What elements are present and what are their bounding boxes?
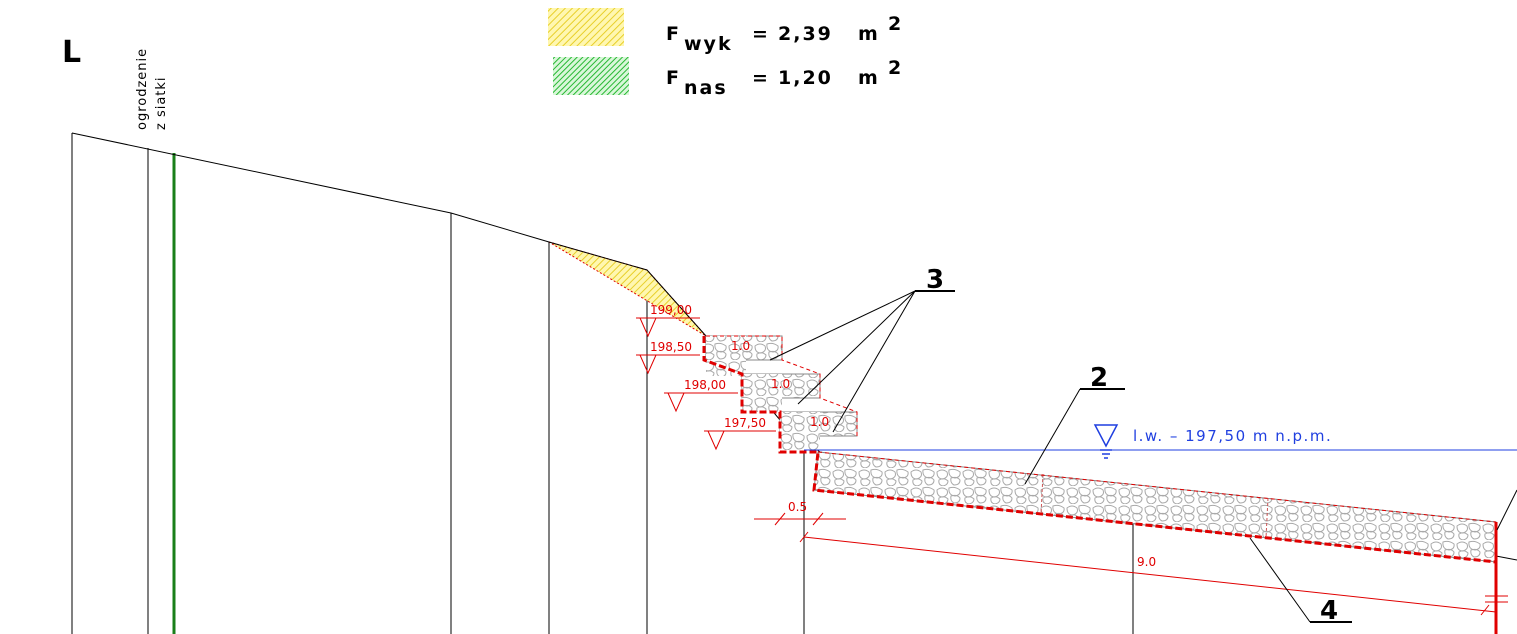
callout-toe: 4 xyxy=(1320,596,1338,626)
elevation-mark-1: 199,00 xyxy=(636,303,700,338)
elevation-mark-3: 198,00 xyxy=(664,378,738,413)
dimension-offset xyxy=(754,512,846,526)
design-outline xyxy=(702,336,1497,564)
fence-label-line1: ogrodzenie xyxy=(135,48,150,130)
svg-text:197,50: 197,50 xyxy=(724,416,766,430)
water-level-label: l.w. – 197,50 m n.p.m. xyxy=(1133,427,1332,445)
dimension-length xyxy=(799,531,1508,616)
slope-revetment xyxy=(813,451,1497,563)
callout-leaders xyxy=(769,290,1517,623)
fence-label-line2: z siatki xyxy=(154,76,169,130)
step-label-2: 1.0 xyxy=(771,377,790,391)
water-level-symbol xyxy=(1093,424,1119,459)
step-label-3: 1.0 xyxy=(810,415,829,429)
callout-revetment: 2 xyxy=(1090,363,1108,393)
step-label-1: 1.0 xyxy=(731,339,750,353)
legend-excavation-swatch xyxy=(548,8,624,46)
callout-steps: 3 xyxy=(926,265,944,295)
section-letter: L xyxy=(62,35,81,70)
dimension-offset-label: 0.5 xyxy=(788,500,807,514)
excavation-area xyxy=(548,241,707,337)
revetment-joints xyxy=(1040,473,1269,539)
svg-text:198,50: 198,50 xyxy=(650,340,692,354)
legend-embankment-text: F nas = 1,20 m 2 xyxy=(666,57,903,99)
dimension-length-label: 9.0 xyxy=(1137,555,1156,569)
legend-embankment-swatch xyxy=(553,57,629,95)
design-outline-top xyxy=(706,335,1497,523)
elevation-mark-4: 197,50 xyxy=(704,416,776,451)
svg-text:199,00: 199,00 xyxy=(650,303,692,317)
elevation-mark-2: 198,50 xyxy=(636,340,700,375)
legend-excavation-text: F wyk = 2,39 m 2 xyxy=(666,13,903,55)
station-lines xyxy=(71,133,1497,634)
existing-ground-line xyxy=(71,132,1517,561)
svg-text:198,00: 198,00 xyxy=(684,378,726,392)
